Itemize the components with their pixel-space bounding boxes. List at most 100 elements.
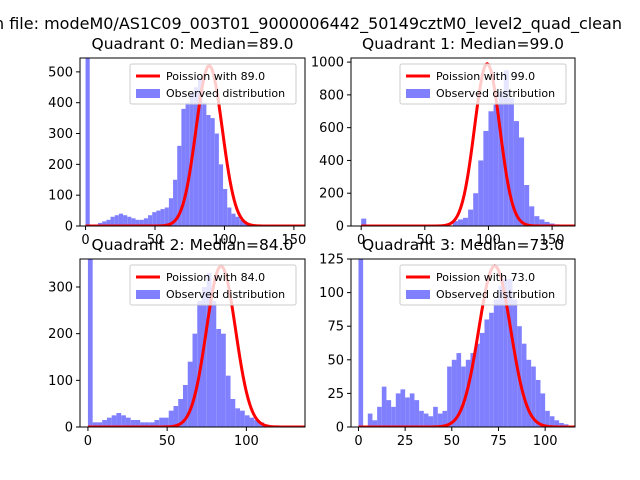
x-tick-label: 100 [234, 434, 259, 449]
histogram-bar [529, 206, 535, 226]
histogram-bar [526, 359, 532, 427]
plot-area [87, 259, 305, 427]
histogram-bar [503, 70, 509, 226]
y-tick-label: 0 [65, 421, 73, 436]
histogram-bar [223, 189, 228, 226]
histogram-bar [102, 221, 107, 226]
x-tick-label: 150 [540, 233, 565, 248]
histogram-bar [206, 115, 211, 226]
histogram-bar [409, 393, 415, 427]
poisson-curve [87, 264, 305, 427]
histogram-bar [493, 299, 499, 427]
legend: Poission with 73.0 Observed distribution [399, 264, 567, 306]
histogram-bar [473, 193, 479, 226]
histogram-bar [97, 422, 103, 427]
histogram-bar [218, 164, 224, 226]
histogram-bar [173, 406, 179, 427]
legend-line-label: Poission with 84.0 [166, 271, 265, 284]
histogram-bar [87, 259, 93, 427]
y-tick-label: 0 [65, 220, 73, 235]
histogram-bar [244, 415, 250, 427]
y-tick-label: 0 [336, 421, 344, 436]
histogram-bar [181, 108, 186, 226]
panel-title: Quadrant 1: Median=99.0 [362, 35, 564, 53]
legend-bar-label: Observed distribution [166, 87, 285, 100]
histogram-bar [531, 366, 536, 427]
y-tick-label: 300 [48, 127, 73, 142]
x-tick-label: 0 [357, 233, 365, 248]
histogram-bar [125, 417, 131, 427]
legend-bar-label: Observed distribution [436, 288, 555, 301]
histogram-bar [488, 111, 494, 226]
quadrant-3-panel: 0 25 50 75 100 0 25 50 75 100 125 Quadrant 3: Media… [319, 236, 576, 449]
histogram-bar [135, 420, 141, 427]
histogram-bar [433, 406, 438, 427]
histogram-bar [149, 422, 155, 427]
histogram-bar [185, 102, 190, 226]
histogram-bar [198, 78, 203, 226]
y-tick-label: 125 [319, 253, 344, 268]
histogram-bar [508, 98, 514, 226]
histogram-bar [168, 198, 174, 226]
axes-frame [79, 258, 306, 428]
histogram-bar [521, 343, 527, 427]
axes-frame [350, 57, 576, 227]
histogram-bar [193, 87, 199, 226]
histogram-bar [377, 406, 382, 427]
quadrant-0-panel: 0 50 100 150 0 100 200 300 400 500 Quadrant 0: Med… [48, 35, 306, 248]
legend-box [399, 264, 567, 306]
histogram-bar [452, 221, 458, 226]
histogram-bar [457, 219, 463, 226]
poisson-curve [358, 263, 575, 427]
y-tick-label: 1000 [311, 56, 344, 71]
histogram-bar [540, 393, 546, 427]
histogram-bar [534, 216, 540, 226]
histogram-bar [118, 213, 124, 226]
histogram-bar [154, 420, 160, 427]
histogram-bar [483, 130, 489, 226]
legend: Poission with 99.0 Observed distribution [399, 63, 567, 105]
histogram-bar [111, 415, 117, 427]
histogram-bar [456, 353, 462, 427]
histogram-bar [144, 422, 150, 427]
legend-bar-label: Observed distribution [166, 288, 285, 301]
histogram-bar [478, 160, 484, 226]
x-tick-label: 100 [533, 434, 558, 449]
x-tick-label: 75 [490, 434, 507, 449]
histogram-bar [484, 319, 490, 427]
x-tick-label: 100 [212, 233, 237, 248]
histogram-bar [221, 333, 226, 427]
y-tick-label: 50 [327, 353, 344, 368]
histogram-bar [475, 343, 480, 427]
y-tick-label: 100 [48, 189, 73, 204]
histogram-bar [489, 312, 494, 427]
y-tick-label: 100 [319, 286, 344, 301]
histogram-bar [479, 332, 485, 427]
y-tick-label: 600 [319, 121, 344, 136]
histogram-bar [381, 386, 387, 427]
y-tick-label: 300 [48, 281, 73, 296]
histogram-bar [442, 410, 448, 427]
histogram-bar [206, 273, 212, 427]
histogram-bar [513, 121, 519, 226]
x-tick-label: 50 [444, 434, 461, 449]
histogram-bar [164, 207, 169, 226]
histogram-bar [152, 212, 157, 226]
y-tick-label: 0 [336, 220, 344, 235]
legend-line-label: Poission with 99.0 [436, 70, 535, 83]
x-tick-label: 0 [81, 233, 89, 248]
histogram-bar [507, 279, 513, 427]
histogram-bar [135, 219, 140, 226]
panel-title: Quadrant 2: Median=84.0 [92, 236, 294, 254]
panel-title: Quadrant 0: Median=89.0 [92, 35, 294, 53]
histogram-bar [461, 366, 466, 427]
legend-bar-swatch [136, 290, 160, 299]
histogram-bar [447, 366, 452, 427]
legend-line-label: Poission with 89.0 [166, 70, 265, 83]
histogram-bar [211, 301, 217, 427]
histogram-bar [159, 417, 164, 427]
histogram-bar [358, 259, 364, 427]
histogram-bar [106, 417, 112, 427]
legend-bar-swatch [406, 290, 430, 299]
